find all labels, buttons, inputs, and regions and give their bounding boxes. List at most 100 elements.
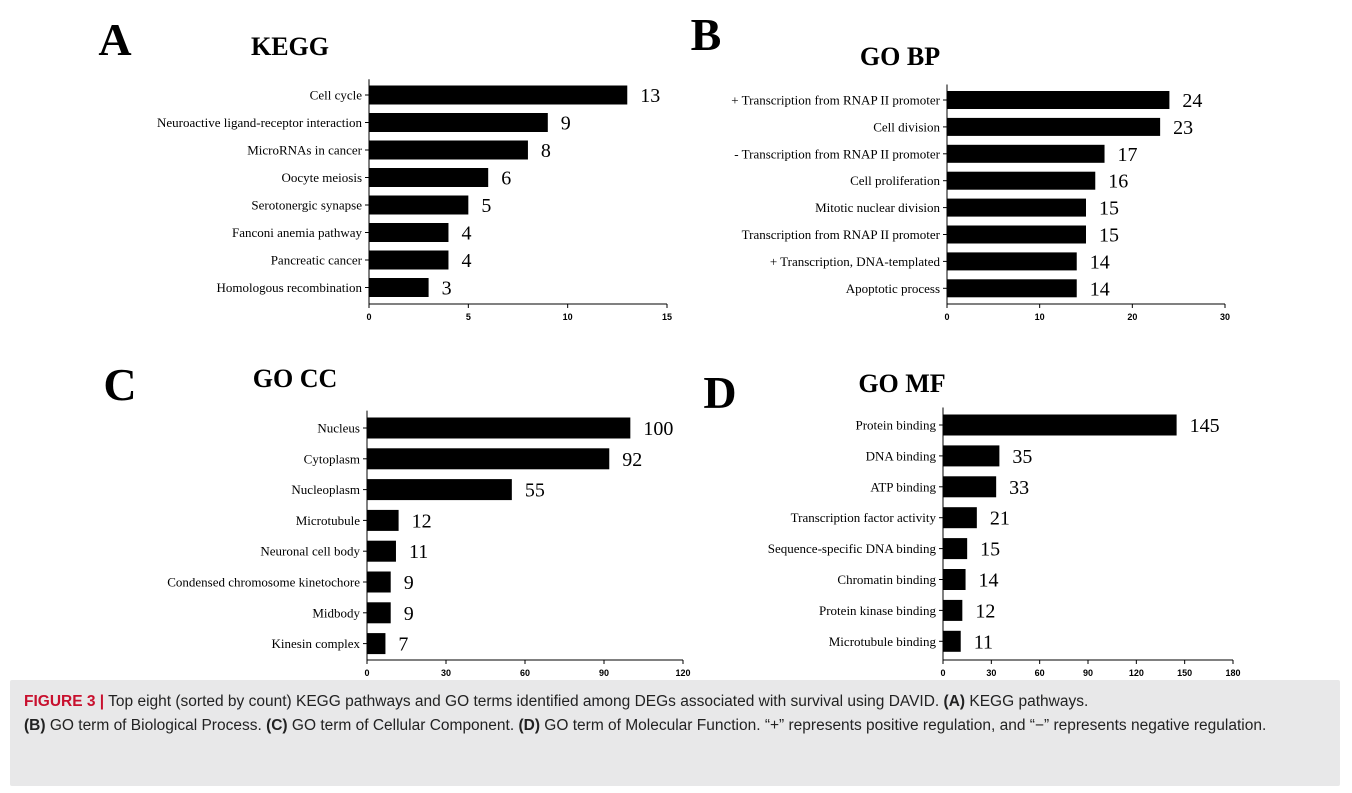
panel-label: C [103, 359, 136, 410]
bar [367, 448, 610, 470]
category-label: Apoptotic process [846, 281, 940, 296]
category-label: Transcription factor activity [791, 510, 937, 525]
bar [943, 599, 963, 621]
value-label: 6 [501, 168, 511, 190]
bar [947, 144, 1105, 163]
x-tick-label: 90 [599, 668, 609, 678]
category-label: Sequence-specific DNA binding [768, 541, 937, 556]
x-tick-label: 60 [520, 668, 530, 678]
panel-go-cc: C GO CC 0 30 60 90 120 Nucleus 100 Cytoplasm 92 Nuc… [103, 359, 690, 678]
panel-kegg: A KEGG 0 5 10 15 Cell cycle 13 Neuroactive ligan… [98, 14, 672, 322]
bar [943, 414, 1177, 436]
category-label: Protein kinase binding [819, 603, 936, 618]
panel-label: B [691, 9, 722, 60]
value-label: 13 [640, 85, 660, 107]
category-label: Homologous recombination [216, 280, 362, 295]
bar [367, 479, 512, 501]
bar [369, 223, 449, 242]
x-tick-label: 120 [675, 668, 690, 678]
category-label: Cell cycle [310, 88, 363, 103]
x-tick-label: 30 [986, 668, 996, 678]
chart-title: GO MF [858, 369, 945, 398]
category-label: Midbody [312, 605, 360, 620]
x-tick-label: 120 [1129, 668, 1144, 678]
caption-a-text: KEGG pathways. [965, 693, 1089, 710]
bar [947, 252, 1077, 271]
category-label: MicroRNAs in cancer [247, 143, 362, 158]
chart-title: KEGG [251, 32, 329, 61]
x-tick-label: 10 [1035, 312, 1045, 322]
value-label: 33 [1009, 477, 1029, 499]
caption-b-tag: (B) [24, 717, 46, 734]
x-tick-label: 0 [364, 668, 369, 678]
category-label: + Transcription, DNA-templated [770, 254, 941, 269]
category-label: Kinesin complex [272, 636, 361, 651]
bar [369, 113, 548, 132]
category-label: Pancreatic cancer [271, 253, 363, 268]
value-label: 11 [974, 631, 993, 653]
bar [369, 195, 469, 215]
value-label: 16 [1108, 171, 1128, 193]
x-tick-label: 5 [466, 312, 471, 322]
caption-c-tag: (C) [266, 717, 288, 734]
bar [943, 569, 966, 590]
value-label: 14 [1090, 251, 1110, 273]
category-label: Mitotic nuclear division [815, 200, 940, 215]
caption-label: FIGURE 3 | [24, 693, 105, 710]
x-tick-label: 60 [1035, 668, 1045, 678]
category-label: Nucleoplasm [291, 482, 360, 497]
bar [367, 571, 391, 593]
value-label: 7 [398, 634, 408, 656]
caption-a-tag: (A) [943, 693, 966, 710]
value-label: 92 [622, 449, 642, 471]
bar [367, 417, 631, 439]
bar [369, 278, 429, 297]
caption-c-text: GO term of Cellular Component. [287, 717, 519, 734]
value-label: 11 [409, 541, 428, 563]
value-label: 12 [975, 600, 995, 622]
category-label: Chromatin binding [837, 572, 936, 587]
category-label: Transcription from RNAP II promoter [742, 227, 941, 242]
bar [947, 279, 1077, 298]
category-label: ATP binding [870, 479, 936, 494]
category-label: + Transcription from RNAP II promoter [731, 93, 940, 108]
x-tick-label: 20 [1127, 312, 1137, 322]
value-label: 15 [1099, 198, 1119, 220]
value-label: 14 [1090, 278, 1110, 300]
panel-label: A [98, 14, 131, 65]
panel-go-bp: B GO BP 0 10 20 30 + Transcription from RNAP I… [691, 9, 1230, 322]
x-tick-label: 0 [944, 312, 949, 322]
bar [947, 198, 1086, 217]
value-label: 35 [1012, 446, 1032, 468]
bar [943, 476, 997, 498]
value-label: 4 [461, 223, 471, 245]
bar [367, 633, 386, 655]
category-label: DNA binding [866, 448, 937, 463]
value-label: 55 [525, 480, 545, 502]
value-label: 100 [643, 418, 673, 440]
bar [943, 630, 961, 652]
category-label: Cytoplasm [304, 451, 360, 466]
panel-label: D [703, 367, 736, 418]
caption-d-tag: (D) [518, 717, 540, 734]
category-label: Fanconi anemia pathway [232, 225, 362, 240]
category-label: Protein binding [855, 418, 936, 433]
value-label: 23 [1173, 117, 1193, 139]
category-label: Microtubule [296, 513, 360, 528]
bar [367, 509, 399, 531]
bar [943, 445, 1000, 467]
x-tick-label: 10 [563, 312, 573, 322]
category-label: Cell division [873, 119, 940, 134]
value-label: 12 [412, 510, 432, 532]
caption-d-text: GO term of Molecular Function. “+” repre… [540, 717, 1267, 734]
value-label: 3 [442, 278, 452, 300]
category-label: Microtubule binding [829, 634, 937, 649]
x-tick-label: 0 [940, 668, 945, 678]
x-tick-label: 30 [1220, 312, 1230, 322]
value-label: 17 [1118, 144, 1138, 166]
category-label: Nucleus [317, 421, 360, 436]
figure-caption: FIGURE 3 | Top eight (sorted by count) K… [10, 680, 1340, 786]
value-label: 21 [990, 508, 1010, 530]
bar [367, 602, 391, 624]
x-tick-label: 90 [1083, 668, 1093, 678]
